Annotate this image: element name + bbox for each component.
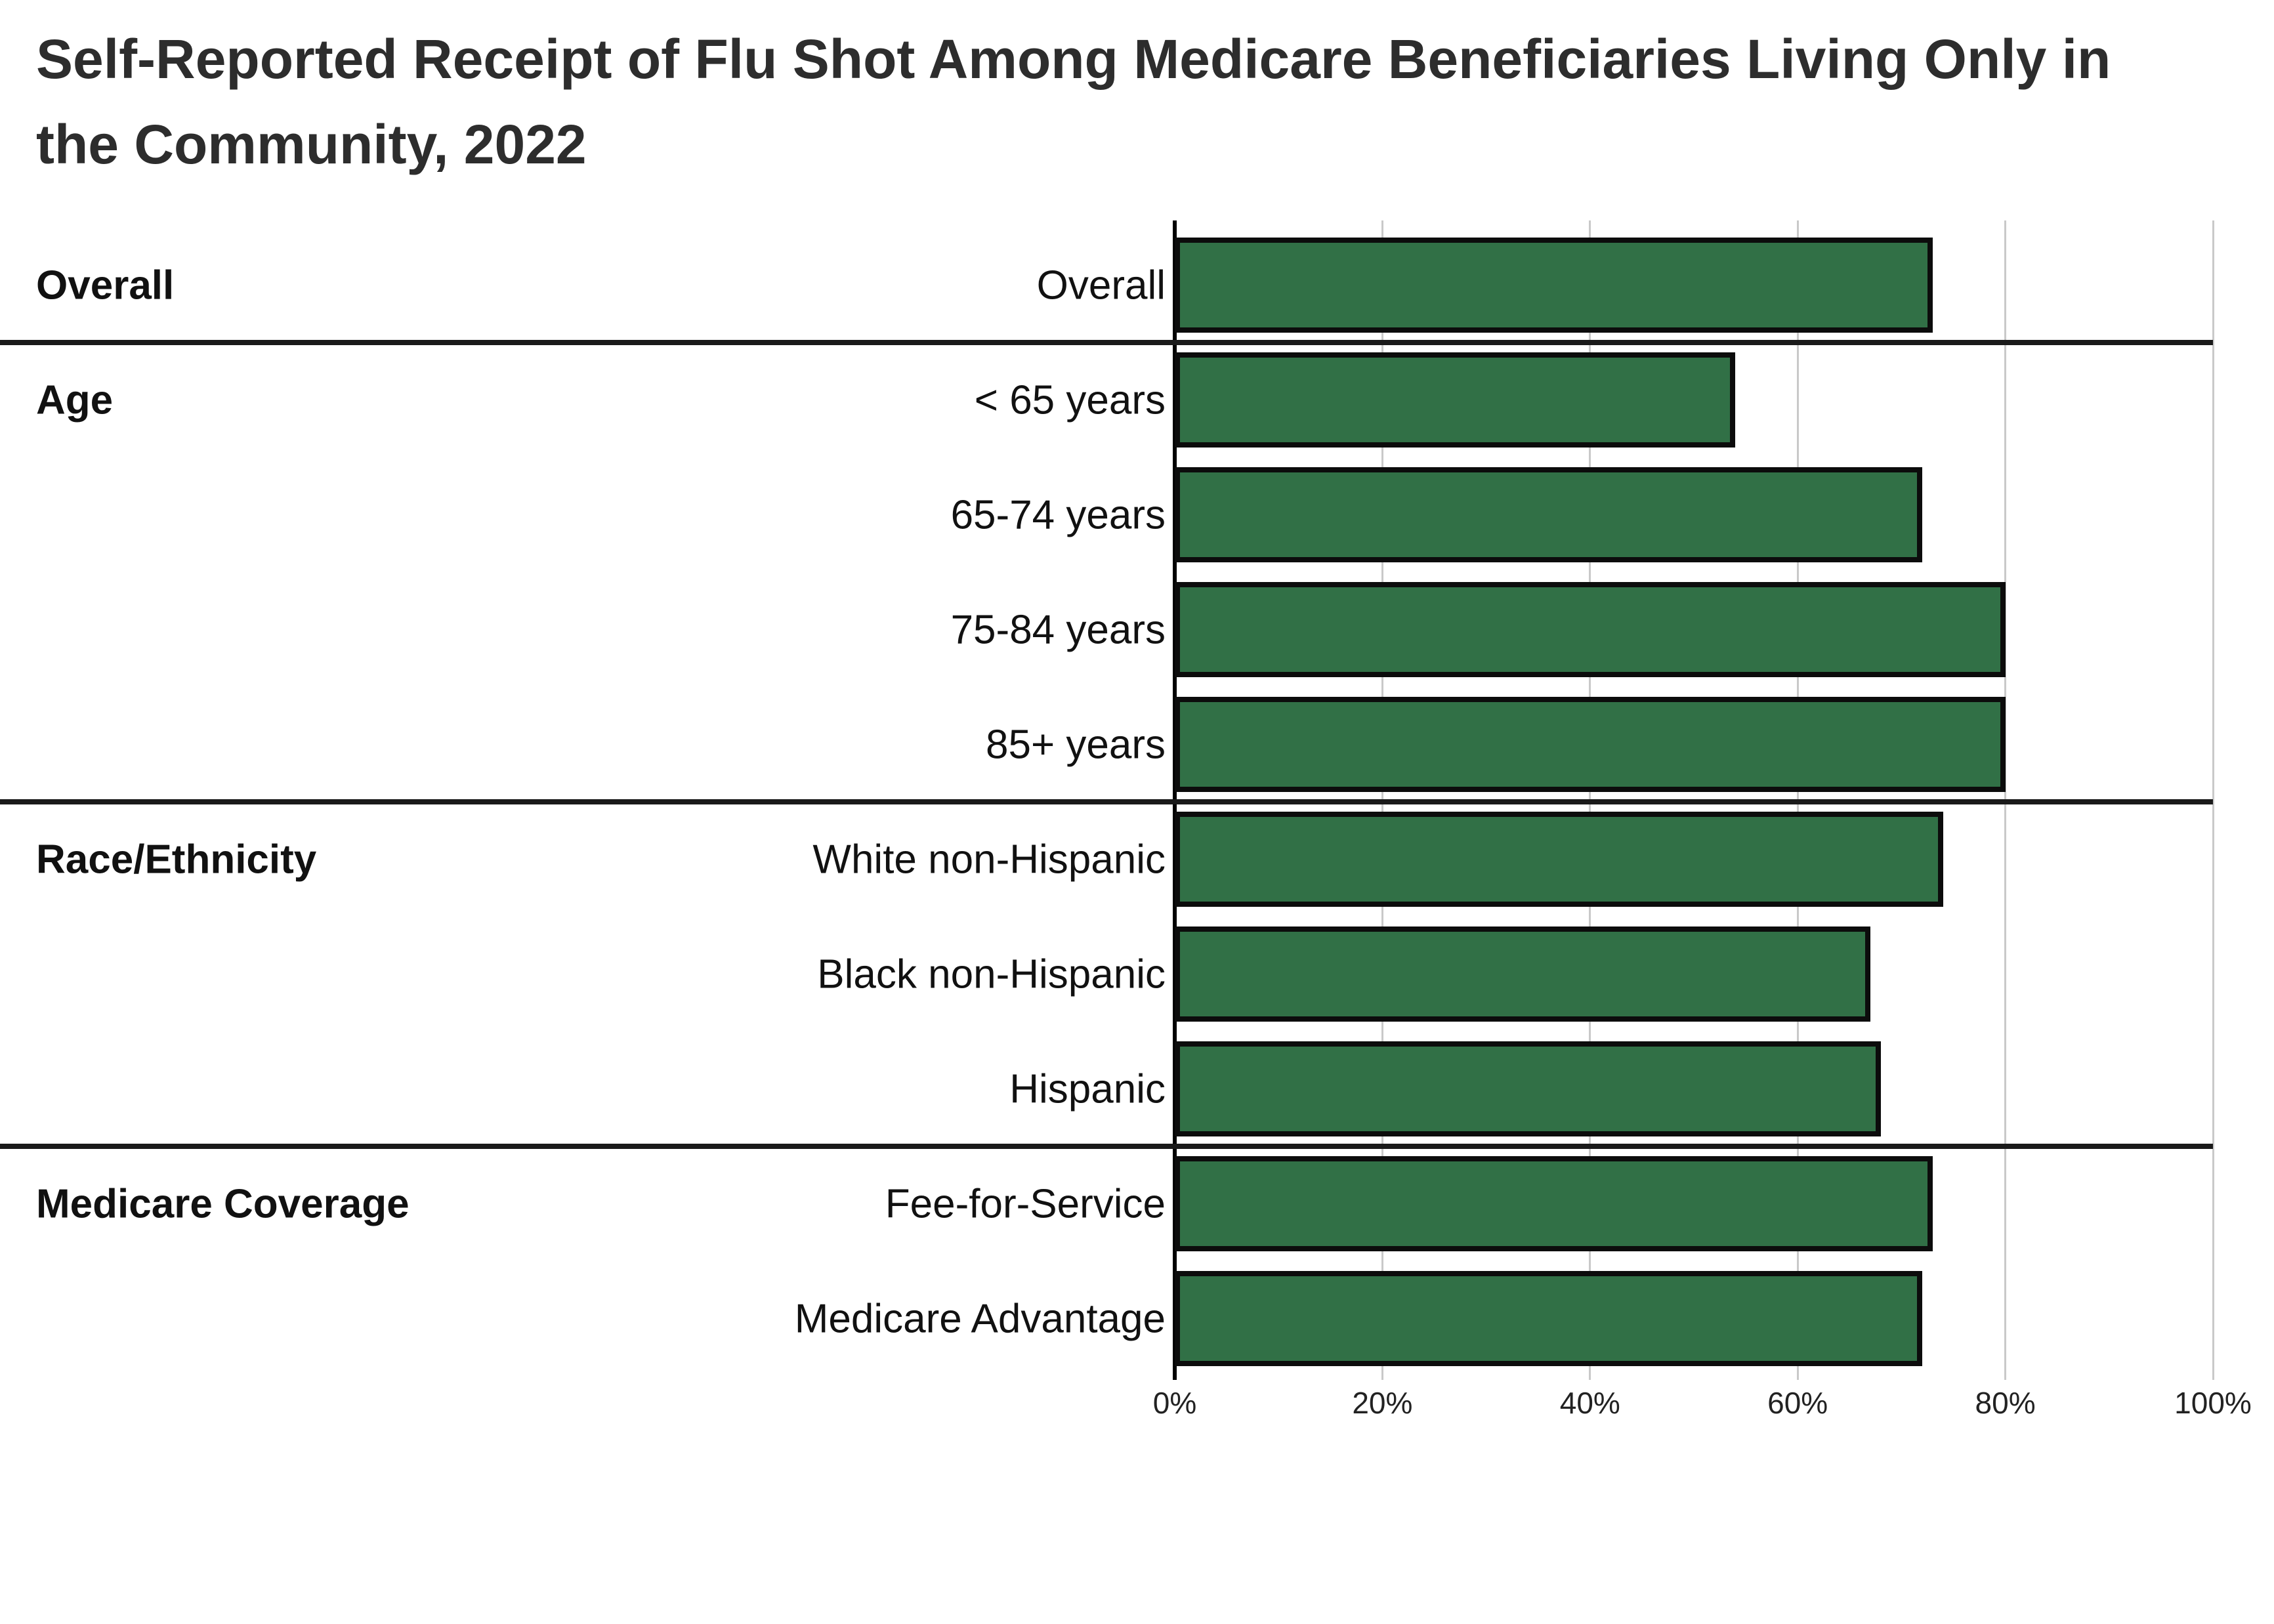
group-label: Age bbox=[36, 377, 114, 423]
bar bbox=[1175, 1041, 1881, 1136]
row-label: 65-74 years bbox=[950, 492, 1166, 537]
bar bbox=[1175, 1156, 1933, 1251]
x-tick-label: 40% bbox=[1559, 1386, 1620, 1420]
x-tick-label: 0% bbox=[1152, 1386, 1197, 1420]
chart-title: Self-Reported Receipt of Flu Shot Among … bbox=[36, 28, 2111, 175]
gridline bbox=[2212, 220, 2214, 1380]
group-label: Race/Ethnicity bbox=[36, 837, 317, 882]
group-separator bbox=[0, 1144, 2213, 1149]
bar bbox=[1175, 467, 1923, 562]
row-label: < 65 years bbox=[974, 377, 1166, 423]
row-label: 75-84 years bbox=[950, 607, 1166, 652]
row-label: Overall bbox=[1036, 262, 1166, 308]
bar bbox=[1175, 927, 1870, 1022]
row-label: Medicare Advantage bbox=[794, 1296, 1166, 1341]
x-tick-label: 100% bbox=[2174, 1386, 2252, 1420]
bar bbox=[1175, 582, 2006, 677]
group-separator bbox=[0, 799, 2213, 804]
bar bbox=[1175, 238, 1933, 333]
bar bbox=[1175, 1271, 1923, 1366]
flu-shot-bar-chart: Overall Overall Age < 65 years 65-74 years 75… bbox=[0, 220, 2274, 1467]
bar bbox=[1175, 697, 2006, 792]
bar bbox=[1175, 812, 1943, 907]
row-label: Fee-for-Service bbox=[885, 1181, 1166, 1226]
row-label: Black non-Hispanic bbox=[817, 951, 1166, 997]
group-label: Medicare Coverage bbox=[36, 1181, 410, 1226]
row-label: White non-Hispanic bbox=[812, 837, 1166, 882]
row-label: 85+ years bbox=[985, 722, 1166, 767]
row-label: Hispanic bbox=[1009, 1066, 1166, 1112]
x-tick-label: 60% bbox=[1767, 1386, 1828, 1420]
x-tick-label: 20% bbox=[1352, 1386, 1413, 1420]
group-separator bbox=[0, 340, 2213, 345]
group-label: Overall bbox=[36, 262, 175, 308]
x-tick-label: 80% bbox=[1975, 1386, 2036, 1420]
bar bbox=[1175, 352, 1736, 448]
